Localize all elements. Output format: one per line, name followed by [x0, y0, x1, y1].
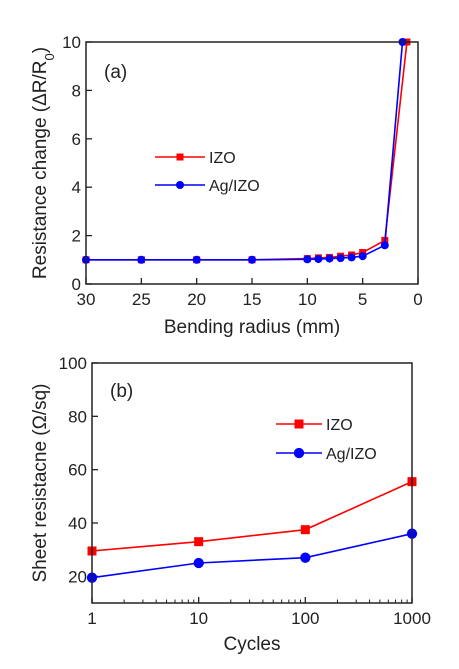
x-tick-label: 15 [243, 290, 262, 309]
legend-label: Ag/IZO [209, 178, 260, 195]
legend-marker-square [294, 419, 304, 429]
panel-b-series [86, 477, 418, 583]
series-line-1 [86, 41, 404, 261]
panel-a-legend: IZO Ag/IZO [155, 150, 260, 195]
panel-b-legend: IZO Ag/IZO [276, 417, 377, 463]
y-tick-label: 10 [62, 33, 81, 52]
x-tick-label: 25 [132, 290, 151, 309]
legend-marker-square [176, 153, 184, 161]
y-tick-label: 6 [72, 130, 81, 149]
legend-label: IZO [209, 150, 236, 167]
y-tick-label: 2 [72, 227, 81, 246]
y-tick-label: 100 [59, 354, 87, 373]
x-tick-label: 1000 [393, 609, 431, 628]
data-point-circle [192, 255, 201, 264]
data-point-circle [193, 557, 204, 569]
panel-b-label: (b) [110, 381, 133, 402]
y-tick-label: 40 [68, 514, 87, 533]
y-tick-label: 20 [68, 567, 87, 586]
data-point-circle [380, 241, 389, 250]
data-point-square [300, 525, 310, 535]
series-line-0 [91, 480, 413, 552]
y-tick-label: 8 [72, 81, 81, 100]
data-point-circle [300, 552, 311, 563]
series-line-1 [91, 532, 413, 579]
data-point-circle [358, 252, 367, 261]
y-tick-label: 0 [72, 275, 81, 294]
y-tick-label: 80 [68, 407, 87, 426]
x-tick-label: 0 [413, 290, 422, 309]
panel-b-xlabel: Cycles [223, 634, 280, 655]
panel-b-frame [91, 362, 413, 604]
data-point-circle [247, 255, 257, 264]
panel-a: 30 25 20 15 10 5 0 0 2 4 6 8 10 (a) Bending radius (… [30, 33, 423, 338]
x-tick-label: 10 [298, 290, 317, 309]
x-tick-label: 100 [291, 609, 319, 628]
panel-a-ylabel: Resistance change (ΔR/R0) [30, 47, 57, 279]
panel-b-ylabel: Sheet resistacne (Ω/sq) [30, 383, 51, 582]
x-tick-label: 20 [187, 290, 206, 309]
legend-label: IZO [326, 417, 353, 434]
panel-a-label: (a) [104, 62, 127, 83]
panel-b-ticks: 1 10 100 1000 20 40 60 80 100 [59, 354, 431, 628]
panel-a-series [81, 37, 411, 264]
panel-a-xlabel: Bending radius (mm) [164, 317, 340, 338]
legend-marker-circle [293, 447, 305, 459]
data-point-circle [347, 253, 356, 262]
y-tick-label: 60 [68, 461, 87, 480]
data-point-circle [336, 254, 345, 263]
panel-b: 1 10 100 1000 20 40 60 80 100 (b) Cycles Sheet r… [30, 354, 431, 655]
panel-a-frame [85, 41, 419, 285]
series-line-0 [86, 41, 408, 261]
x-tick-label: 30 [77, 290, 96, 309]
legend-label: Ag/IZO [326, 446, 377, 463]
y-tick-label: 4 [72, 178, 81, 197]
x-tick-label: 1 [87, 609, 96, 628]
data-point-circle [137, 255, 146, 264]
data-point-circle [303, 255, 312, 264]
data-point-square [194, 537, 204, 547]
data-point-circle [314, 255, 323, 264]
x-tick-label: 10 [189, 609, 208, 628]
x-tick-label: 5 [358, 290, 367, 309]
legend-marker-circle [175, 180, 185, 190]
data-point-circle [325, 254, 334, 263]
